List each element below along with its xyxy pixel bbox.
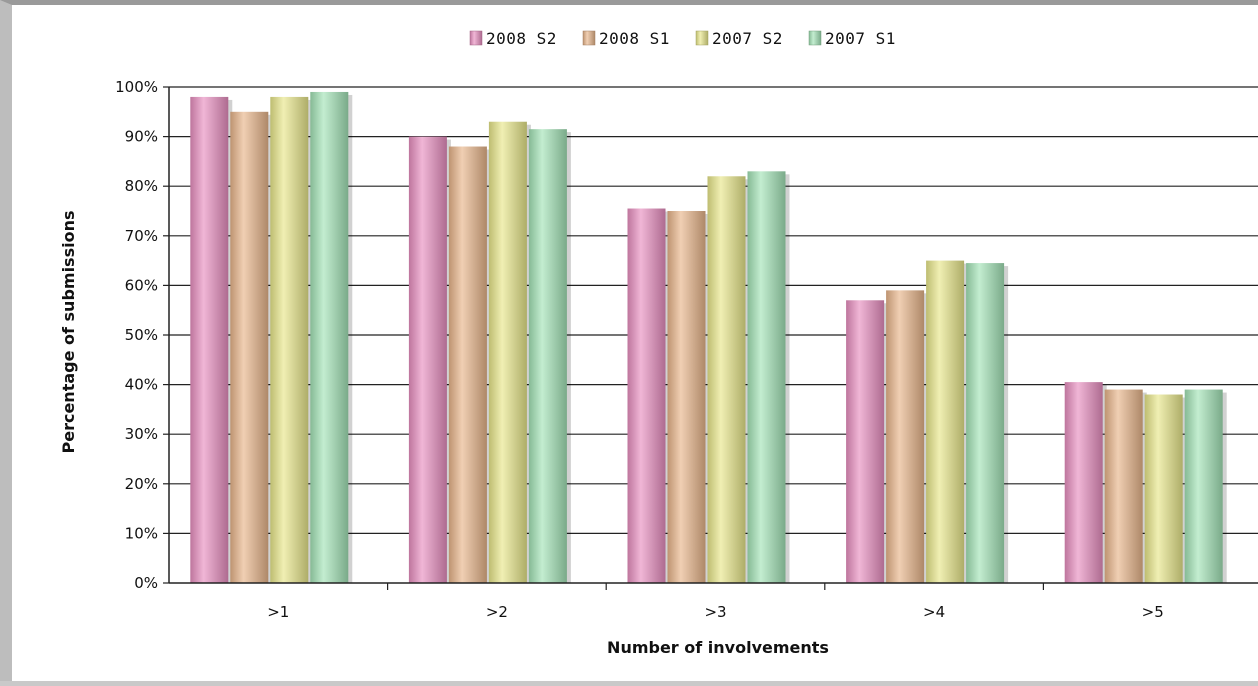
x-tick-label: >2 xyxy=(486,603,508,621)
y-tick-label: 90% xyxy=(125,128,158,146)
bar xyxy=(1144,394,1183,583)
bar-chart: 0% 10% 20% 30% 40% 50% 60% 70% 80% 90% 100% >1 >2 >3… xyxy=(59,29,1258,657)
y-tick-label: 60% xyxy=(125,276,158,294)
bar xyxy=(270,96,309,584)
legend-label: 2007 S1 xyxy=(825,29,896,48)
y-tick-label: 30% xyxy=(125,425,158,443)
x-tick-label: >1 xyxy=(267,603,289,621)
bar xyxy=(1064,382,1103,583)
y-tick-label: 0% xyxy=(134,574,158,592)
bar xyxy=(190,96,229,584)
bars xyxy=(190,91,1227,584)
x-tick-label: >5 xyxy=(1142,603,1164,621)
bar xyxy=(966,263,1005,583)
bar xyxy=(627,208,666,583)
bar xyxy=(707,176,746,583)
x-tick-label: >4 xyxy=(923,603,945,621)
legend-swatch xyxy=(695,30,709,46)
y-tick-label: 70% xyxy=(125,227,158,245)
legend-swatch xyxy=(469,30,483,46)
axes xyxy=(168,87,1258,590)
x-tick-labels: >1 >2 >3 >4 >5 xyxy=(267,603,1164,621)
y-tick-label: 10% xyxy=(125,524,158,542)
bar xyxy=(1184,389,1223,583)
y-tick-label: 80% xyxy=(125,177,158,195)
y-tick-label: 40% xyxy=(125,376,158,394)
bar xyxy=(488,121,527,583)
x-axis-title: Number of involvements xyxy=(607,638,829,657)
legend-swatch xyxy=(582,30,596,46)
bar xyxy=(846,300,885,583)
bar xyxy=(230,111,269,584)
bar xyxy=(1104,389,1143,583)
legend-swatch xyxy=(808,30,822,46)
bar xyxy=(408,136,447,583)
y-tick-label: 20% xyxy=(125,475,158,493)
bar xyxy=(747,171,786,583)
bar xyxy=(528,129,567,583)
y-tick-label: 50% xyxy=(125,326,158,344)
legend: 2008 S2 2008 S1 2007 S2 2007 S1 xyxy=(469,29,896,48)
bar xyxy=(667,211,706,583)
legend-label: 2008 S1 xyxy=(599,29,670,48)
legend-label: 2008 S2 xyxy=(486,29,557,48)
bar xyxy=(886,290,925,583)
x-tick-label: >3 xyxy=(704,603,726,621)
bar xyxy=(310,91,349,584)
bar xyxy=(448,146,487,583)
y-tick-labels: 0% 10% 20% 30% 40% 50% 60% 70% 80% 90% 100% xyxy=(115,78,158,592)
bar xyxy=(926,260,965,583)
y-tick-label: 100% xyxy=(115,78,158,96)
legend-label: 2007 S2 xyxy=(712,29,783,48)
y-axis-title: Percentage of submissions xyxy=(59,211,78,454)
